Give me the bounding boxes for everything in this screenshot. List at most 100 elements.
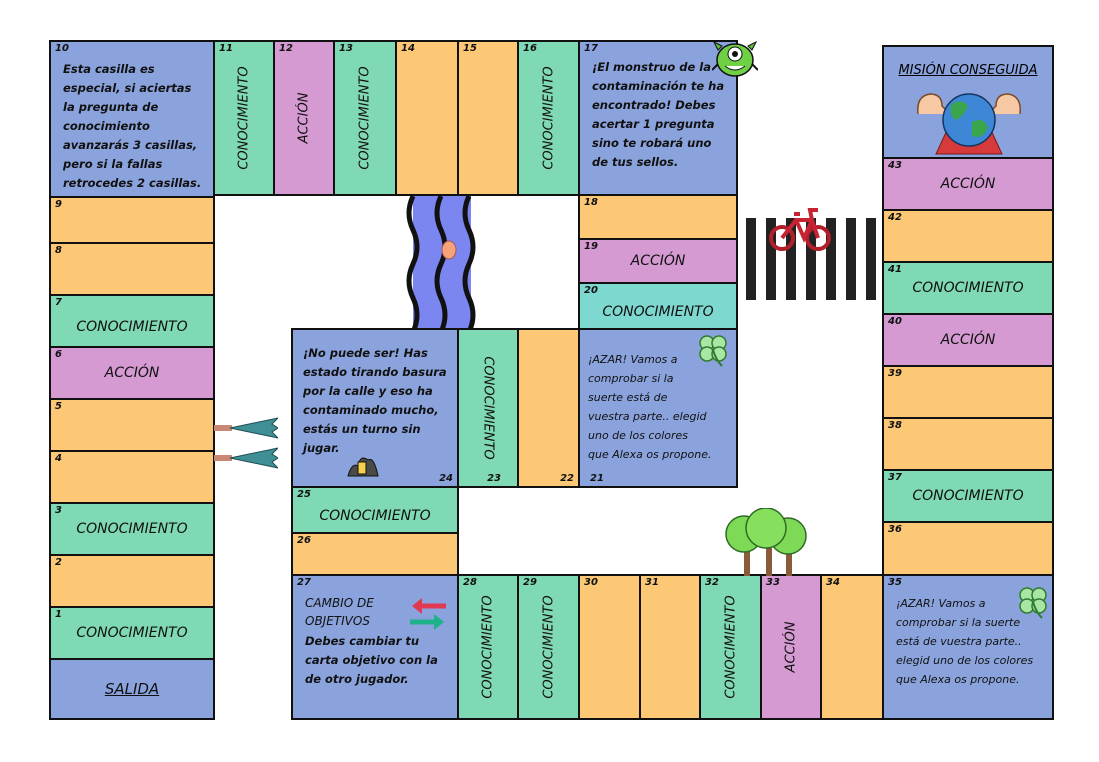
- cell-13: 13 CONOCIMIENTO: [333, 40, 397, 196]
- cell-text: ¡El monstruo de la contaminación te ha e…: [592, 60, 725, 169]
- cell-43: 43 ACCIÓN: [882, 157, 1054, 211]
- cell-28: 28 CONOCIMIENTO: [457, 574, 519, 720]
- trash-icon: [347, 457, 379, 477]
- cell-12: 12 ACCIÓN: [273, 40, 335, 196]
- cell-label: ACCIÓN: [296, 92, 312, 144]
- cell-label: CONOCIMIENTO: [541, 595, 556, 699]
- cell-label: CONOCIMIENTO: [480, 356, 496, 460]
- cell-number: 16: [523, 43, 537, 54]
- cell-7: 7 CONOCIMIENTO: [49, 294, 215, 348]
- cell-number: 43: [888, 160, 902, 171]
- cell-30: 30: [578, 574, 641, 720]
- cell-number: 19: [584, 241, 598, 252]
- cell-26: 26: [291, 532, 459, 576]
- cell-number: 25: [297, 489, 311, 500]
- cell-number: 36: [888, 524, 902, 535]
- cell-number: 30: [584, 577, 598, 588]
- clover-icon: [699, 335, 727, 367]
- cell-number: 13: [339, 43, 353, 54]
- cell-2: 2: [49, 554, 215, 608]
- cell-20: 20 CONOCIMIENTO: [578, 282, 738, 330]
- monster-icon: [712, 40, 758, 77]
- cell-number: 7: [55, 297, 62, 308]
- cell-number: 6: [55, 349, 62, 360]
- cell-29: 29 CONOCIMIENTO: [517, 574, 580, 720]
- cell-16: 16 CONOCIMIENTO: [517, 40, 580, 196]
- cell-label: CONOCIMIENTO: [357, 66, 373, 170]
- river-icon: [406, 196, 476, 332]
- cell-number: 1: [55, 609, 62, 620]
- cell-number: 3: [55, 505, 62, 516]
- cell-40: 40 ACCIÓN: [882, 313, 1054, 367]
- cell-text: ¡No puede ser! Has estado tirando basura…: [303, 346, 447, 455]
- cell-number: 28: [463, 577, 477, 588]
- cell-1: 1 CONOCIMIENTO: [49, 606, 215, 660]
- cell-number: 9: [55, 199, 62, 210]
- cell-number: 39: [888, 368, 902, 379]
- pine-trees-icon: [214, 417, 278, 469]
- cell-39: 39: [882, 365, 1054, 419]
- cell-number: 41: [888, 264, 902, 275]
- cell-number: 40: [888, 316, 902, 327]
- cell-23: 23 CONOCIMIENTO: [457, 328, 519, 488]
- cell-number: 5: [55, 401, 62, 412]
- cell-text: ¡AZAR! Vamos a comprobar si la suerte es…: [896, 597, 1034, 686]
- cell-31: 31: [639, 574, 701, 720]
- clover-icon: [1019, 587, 1047, 619]
- cell-label: ACCIÓN: [630, 253, 686, 269]
- cell-number: 23: [487, 473, 501, 484]
- cell-32: 32 CONOCIMIENTO: [699, 574, 762, 720]
- cell-36: 36: [882, 521, 1054, 576]
- cell-number: 34: [826, 577, 840, 588]
- cell-number: 24: [439, 473, 453, 484]
- cell-18: 18: [578, 194, 738, 240]
- cell-24: 24 ¡No puede ser! Has estado tirando bas…: [291, 328, 459, 488]
- cell-number: 11: [219, 43, 233, 54]
- cell-number: 15: [463, 43, 477, 54]
- cell-label: CONOCIMIENTO: [236, 66, 252, 170]
- cell-number: 18: [584, 197, 598, 208]
- cell-text: ¡AZAR! Vamos a comprobar si la suerte es…: [588, 353, 712, 461]
- cell-label: CONOCIMIENTO: [319, 508, 431, 524]
- cell-19: 19 ACCIÓN: [578, 238, 738, 284]
- cell-11: 11 CONOCIMIENTO: [213, 40, 275, 196]
- cell-42: 42: [882, 209, 1054, 263]
- cell-8: 8: [49, 242, 215, 296]
- cell-number: 2: [55, 557, 62, 568]
- cell-34: 34: [820, 574, 884, 720]
- crosswalk-icon: [746, 218, 876, 300]
- cell-label: ACCIÓN: [783, 621, 799, 673]
- cell-label: ACCIÓN: [940, 332, 996, 348]
- cell-text: Debes cambiar tu carta objetivo con la d…: [305, 634, 438, 686]
- cell-3: 3 CONOCIMIENTO: [49, 502, 215, 556]
- cell-37: 37 CONOCIMIENTO: [882, 469, 1054, 523]
- cell-14: 14: [395, 40, 459, 196]
- cell-number: 21: [590, 473, 604, 484]
- cell-number: 26: [297, 535, 311, 546]
- cell-9: 9: [49, 196, 215, 244]
- cell-number: 33: [766, 577, 780, 588]
- cell-number: 10: [55, 43, 69, 54]
- cell-4: 4: [49, 450, 215, 504]
- cell-41: 41 CONOCIMIENTO: [882, 261, 1054, 315]
- cell-label: CONOCIMIENTO: [76, 319, 188, 335]
- cell-number: 35: [888, 577, 902, 588]
- cell-label: CONOCIMIENTO: [912, 280, 1024, 296]
- start-label: SALIDA: [104, 680, 160, 698]
- cell-text: Esta casilla es especial, si aciertas la…: [63, 62, 202, 190]
- cell-number: 17: [584, 43, 598, 54]
- cell-25: 25 CONOCIMIENTO: [291, 486, 459, 534]
- trees-icon: [725, 508, 807, 576]
- cell-10: 10 Esta casilla es especial, si aciertas…: [49, 40, 215, 198]
- cell-number: 4: [55, 453, 62, 464]
- cell-label: CONOCIMIENTO: [76, 521, 188, 537]
- cell-number: 22: [560, 473, 574, 484]
- cell-label: ACCIÓN: [940, 176, 996, 192]
- cell-title: CAMBIO DE OBJETIVOS: [305, 596, 374, 628]
- cell-22: 22: [517, 328, 580, 488]
- swap-arrows-icon: [410, 598, 446, 630]
- earth-icon: [917, 93, 1021, 155]
- goal-label: MISIÓN CONSEGUIDA: [898, 63, 1038, 78]
- cell-number: 31: [645, 577, 659, 588]
- cell-6: 6 ACCIÓN: [49, 346, 215, 400]
